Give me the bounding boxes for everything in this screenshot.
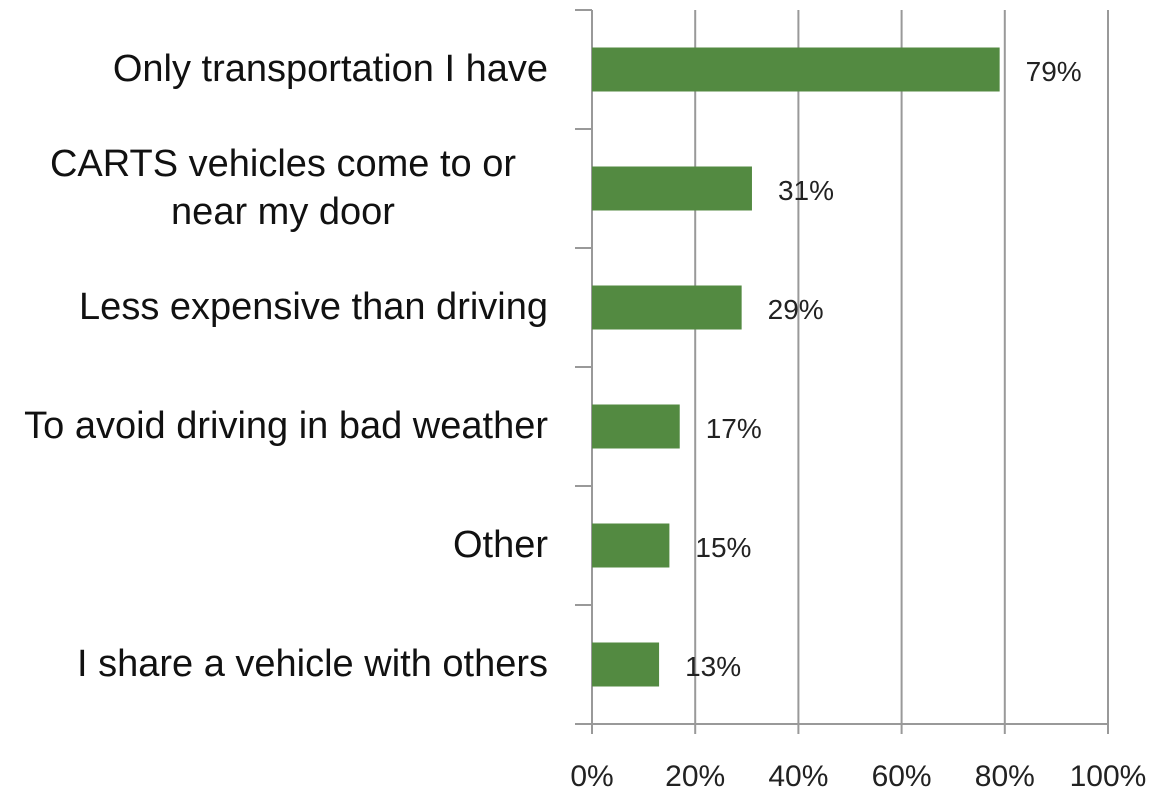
bar (592, 404, 680, 449)
category-text: I share a vehicle with others (76, 642, 548, 685)
data-label: 15% (695, 532, 751, 563)
data-label: 13% (685, 651, 741, 682)
x-tick-label: 80% (975, 760, 1035, 793)
category-label: To avoid driving in bad weather (18, 367, 548, 486)
x-tick-label: 0% (570, 760, 613, 793)
x-tick-label: 40% (768, 760, 828, 793)
category-text: To avoid driving in bad weather (24, 404, 548, 447)
bar (592, 285, 742, 330)
data-label: 79% (1026, 56, 1082, 87)
x-tick-label: 20% (665, 760, 725, 793)
category-text: CARTS vehicles come to or near my door (49, 143, 517, 233)
category-label: Only transportation I have (18, 10, 548, 129)
category-label: I share a vehicle with others (18, 605, 548, 724)
x-tick-label: 60% (872, 760, 932, 793)
category-label: Less expensive than driving (18, 248, 548, 367)
bar (592, 47, 1000, 92)
category-text: Less expensive than driving (79, 285, 548, 328)
category-label: Other (18, 486, 548, 605)
bar (592, 642, 660, 687)
category-text: Only transportation I have (112, 47, 548, 90)
data-label: 31% (778, 175, 834, 206)
data-label: 17% (706, 413, 762, 444)
bar (592, 166, 752, 211)
x-tick-label: 100% (1070, 760, 1147, 793)
data-label: 29% (768, 294, 824, 325)
category-label: CARTS vehicles come to or near my door (18, 129, 548, 248)
category-text: Other (452, 523, 548, 566)
bar (592, 523, 670, 568)
